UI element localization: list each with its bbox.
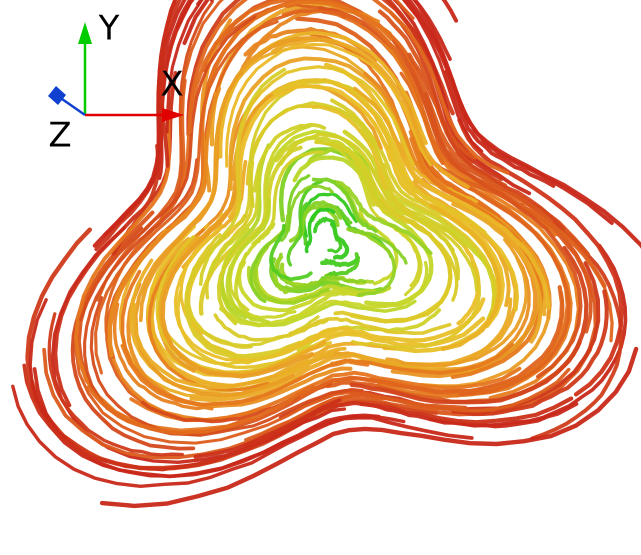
x-label: X xyxy=(160,65,183,105)
z-arrowhead xyxy=(48,86,66,105)
y-label: Y xyxy=(98,9,120,49)
y-arrowhead xyxy=(78,22,92,44)
streamline xyxy=(329,230,341,252)
page: Y X Z (() => { const data = JSON.parse(d… xyxy=(0,0,641,555)
streamlines xyxy=(13,0,641,506)
streamline xyxy=(307,210,334,252)
z-label: Z xyxy=(48,116,71,156)
streamline-render: Y X Z xyxy=(0,0,641,555)
z-axis xyxy=(62,99,85,115)
